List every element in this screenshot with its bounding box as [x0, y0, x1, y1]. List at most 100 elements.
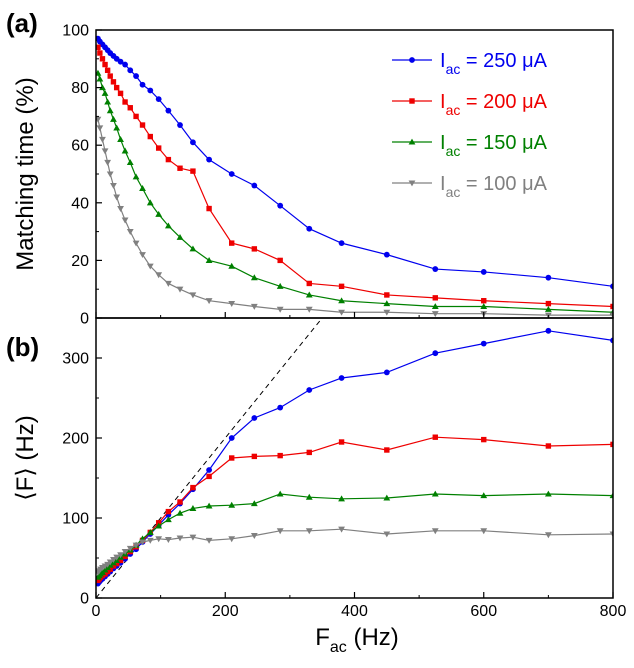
- data-point-b-1-9: [117, 557, 124, 564]
- panel-b-y-axis-title: ⟨F⟩ (Hz): [12, 415, 39, 500]
- data-point-b-1-16: [165, 508, 172, 515]
- y-tick-label-a-5: 100: [62, 23, 89, 40]
- data-point-a-1-26: [481, 298, 487, 304]
- legend-entry-main-1: I: [440, 91, 446, 113]
- y-tick-label-b-3: 300: [62, 351, 89, 368]
- data-point-a-3-4: [104, 159, 112, 166]
- data-point-a-2-6: [110, 115, 117, 122]
- panel-a-series-group: [96, 35, 613, 318]
- legend-entry-rest-2: = 150 μA: [460, 132, 547, 154]
- data-point-b-2-21: [250, 500, 258, 507]
- data-point-a-0-18: [206, 156, 212, 163]
- data-point-b-2-23: [305, 493, 313, 500]
- data-point-a-2-23: [338, 297, 345, 304]
- data-point-a-2-13: [146, 199, 154, 206]
- y-tick-label-b-2: 200: [62, 431, 89, 448]
- data-point-b-2-15: [155, 522, 163, 529]
- data-point-a-1-12: [139, 122, 146, 128]
- data-point-b-1-8: [113, 560, 120, 567]
- data-point-b-0-22: [277, 404, 284, 411]
- legend-entry-sub-0: ac: [446, 61, 461, 77]
- data-point-b-3-7: [110, 557, 117, 563]
- data-point-b-0-26: [432, 350, 439, 357]
- y-tick-label-b-0: 0: [80, 591, 89, 608]
- data-point-a-1-27: [545, 300, 552, 307]
- data-point-b-1-29: [610, 441, 613, 448]
- data-point-a-1-0: [96, 44, 101, 50]
- data-point-a-3-23: [338, 309, 345, 316]
- legend-entry-sub-3: ac: [446, 184, 461, 200]
- data-point-a-1-19: [229, 240, 235, 246]
- data-point-b-0-25: [383, 369, 390, 376]
- data-point-b-0-28: [545, 327, 552, 334]
- data-point-b-3-10: [121, 549, 129, 555]
- data-point-b-3-17: [176, 535, 184, 542]
- data-point-a-1-13: [147, 133, 153, 140]
- data-point-a-1-11: [133, 113, 139, 120]
- data-point-a-2-0: [96, 69, 102, 76]
- legend-entry-1: Iac = 200 μA: [440, 91, 548, 118]
- data-point-b-3-28: [544, 532, 552, 539]
- data-point-a-2-3: [101, 89, 109, 96]
- data-point-a-1-9: [122, 99, 128, 105]
- panel-b-series-group: [96, 318, 613, 598]
- data-point-a-3-10: [126, 229, 134, 235]
- data-point-a-0-12: [139, 81, 146, 88]
- data-point-b-3-14: [146, 537, 154, 544]
- legend-entry-sub-2: ac: [446, 143, 461, 159]
- data-point-a-2-24: [383, 300, 391, 307]
- data-point-a-3-14: [155, 272, 163, 279]
- data-point-a-3-3: [101, 148, 109, 155]
- data-point-a-1-23: [338, 283, 345, 290]
- data-point-a-3-16: [176, 286, 184, 293]
- panel-a-ticks: 0 20 40 60 80 100: [62, 23, 614, 328]
- data-point-a-1-18: [206, 205, 212, 212]
- data-point-a-0-8: [117, 58, 124, 65]
- data-point-b-1-19: [206, 473, 212, 480]
- panel-b-label: (b): [6, 332, 39, 362]
- data-point-a-2-20: [250, 274, 258, 281]
- data-point-a-0-15: [165, 107, 172, 114]
- y-tick-label-a-0: 0: [80, 311, 89, 328]
- data-point-a-2-5: [106, 107, 114, 114]
- data-point-a-2-4: [104, 98, 112, 105]
- data-point-b-3-23: [305, 528, 313, 535]
- data-point-a-0-9: [122, 61, 128, 68]
- data-point-b-1-7: [110, 563, 117, 569]
- data-point-a-3-0: [96, 116, 102, 123]
- data-point-a-2-22: [305, 291, 313, 298]
- data-point-b-1-23: [306, 449, 312, 456]
- data-point-a-0-20: [251, 182, 258, 189]
- data-point-b-3-21: [250, 533, 258, 539]
- data-point-a-2-12: [139, 185, 146, 191]
- panel-a: (a) 0 20 40 60 80 100 Matching time (%) Iac =…: [6, 8, 614, 328]
- legend-entry-3: Iac = 100 μA: [440, 173, 548, 200]
- data-point-b-3-22: [276, 528, 284, 535]
- data-point-a-3-18: [205, 298, 213, 305]
- legend-entry-0: Iac = 250 μA: [440, 50, 548, 77]
- data-point-a-2-8: [117, 136, 124, 142]
- data-point-a-0-21: [277, 202, 284, 209]
- legend-entry-main-2: I: [440, 132, 446, 154]
- data-point-a-3-2: [99, 136, 106, 143]
- data-point-b-3-25: [383, 531, 391, 538]
- data-point-a-2-15: [164, 222, 172, 229]
- data-point-a-3-21: [276, 306, 284, 313]
- y-tick-label-a-4: 80: [71, 80, 89, 97]
- data-point-a-3-13: [146, 263, 154, 270]
- legend-marker-0: [409, 57, 415, 63]
- data-point-a-1-21: [277, 257, 283, 264]
- data-point-a-2-17: [189, 245, 197, 252]
- data-point-b-0-24: [338, 375, 345, 381]
- data-point-a-2-1: [96, 75, 104, 82]
- data-point-a-1-20: [251, 246, 258, 252]
- legend-marker-1: [409, 98, 415, 104]
- data-point-a-0-24: [383, 251, 390, 258]
- data-point-a-1-16: [177, 165, 183, 171]
- data-point-a-0-14: [155, 96, 162, 103]
- y-tick-label-a-3: 60: [71, 138, 89, 155]
- data-point-a-2-2: [99, 84, 106, 91]
- data-point-a-2-18: [205, 257, 213, 263]
- data-point-a-0-23: [338, 240, 345, 247]
- data-point-b-1-22: [277, 452, 283, 459]
